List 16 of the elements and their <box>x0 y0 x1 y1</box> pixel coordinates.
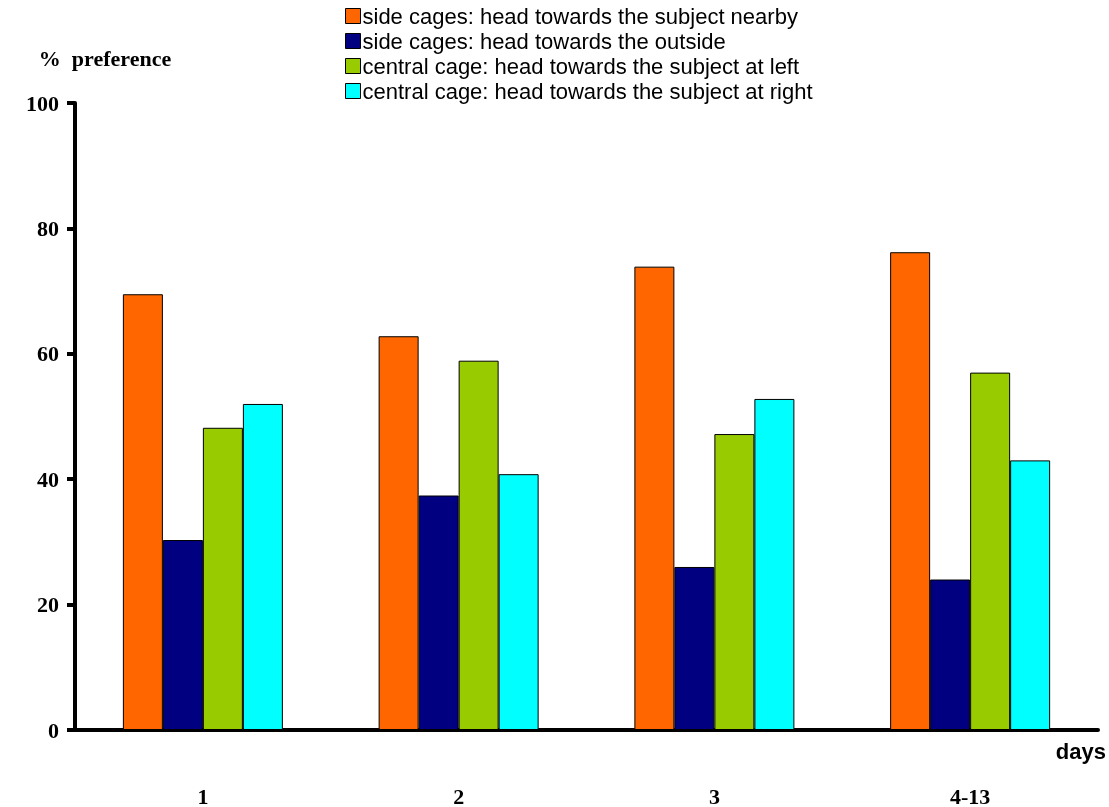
legend-label: central cage: head towards the subject at left <box>362 53 800 79</box>
x-tick-label: 2 <box>453 783 465 807</box>
legend-label: side cages: head towards the outside <box>362 28 726 54</box>
x-tick-label: 3 <box>708 783 720 807</box>
y-tick-label: 40 <box>37 466 59 492</box>
y-tick-label: 80 <box>37 215 59 241</box>
x-tick-label: 4-13 <box>949 783 991 807</box>
legend-label: central cage: head towards the subject at right <box>362 78 813 104</box>
legend-label: side cages: head towards the subject nearby <box>362 3 798 29</box>
x-axis-title: days <box>1055 738 1106 764</box>
y-axis-title: % preference <box>38 45 172 71</box>
y-tick-label: 0 <box>48 717 59 743</box>
x-tick-label: 1 <box>197 783 209 807</box>
y-tick-label: 20 <box>37 592 59 618</box>
y-tick-label: 100 <box>26 90 59 116</box>
y-tick-label: 60 <box>37 341 59 367</box>
